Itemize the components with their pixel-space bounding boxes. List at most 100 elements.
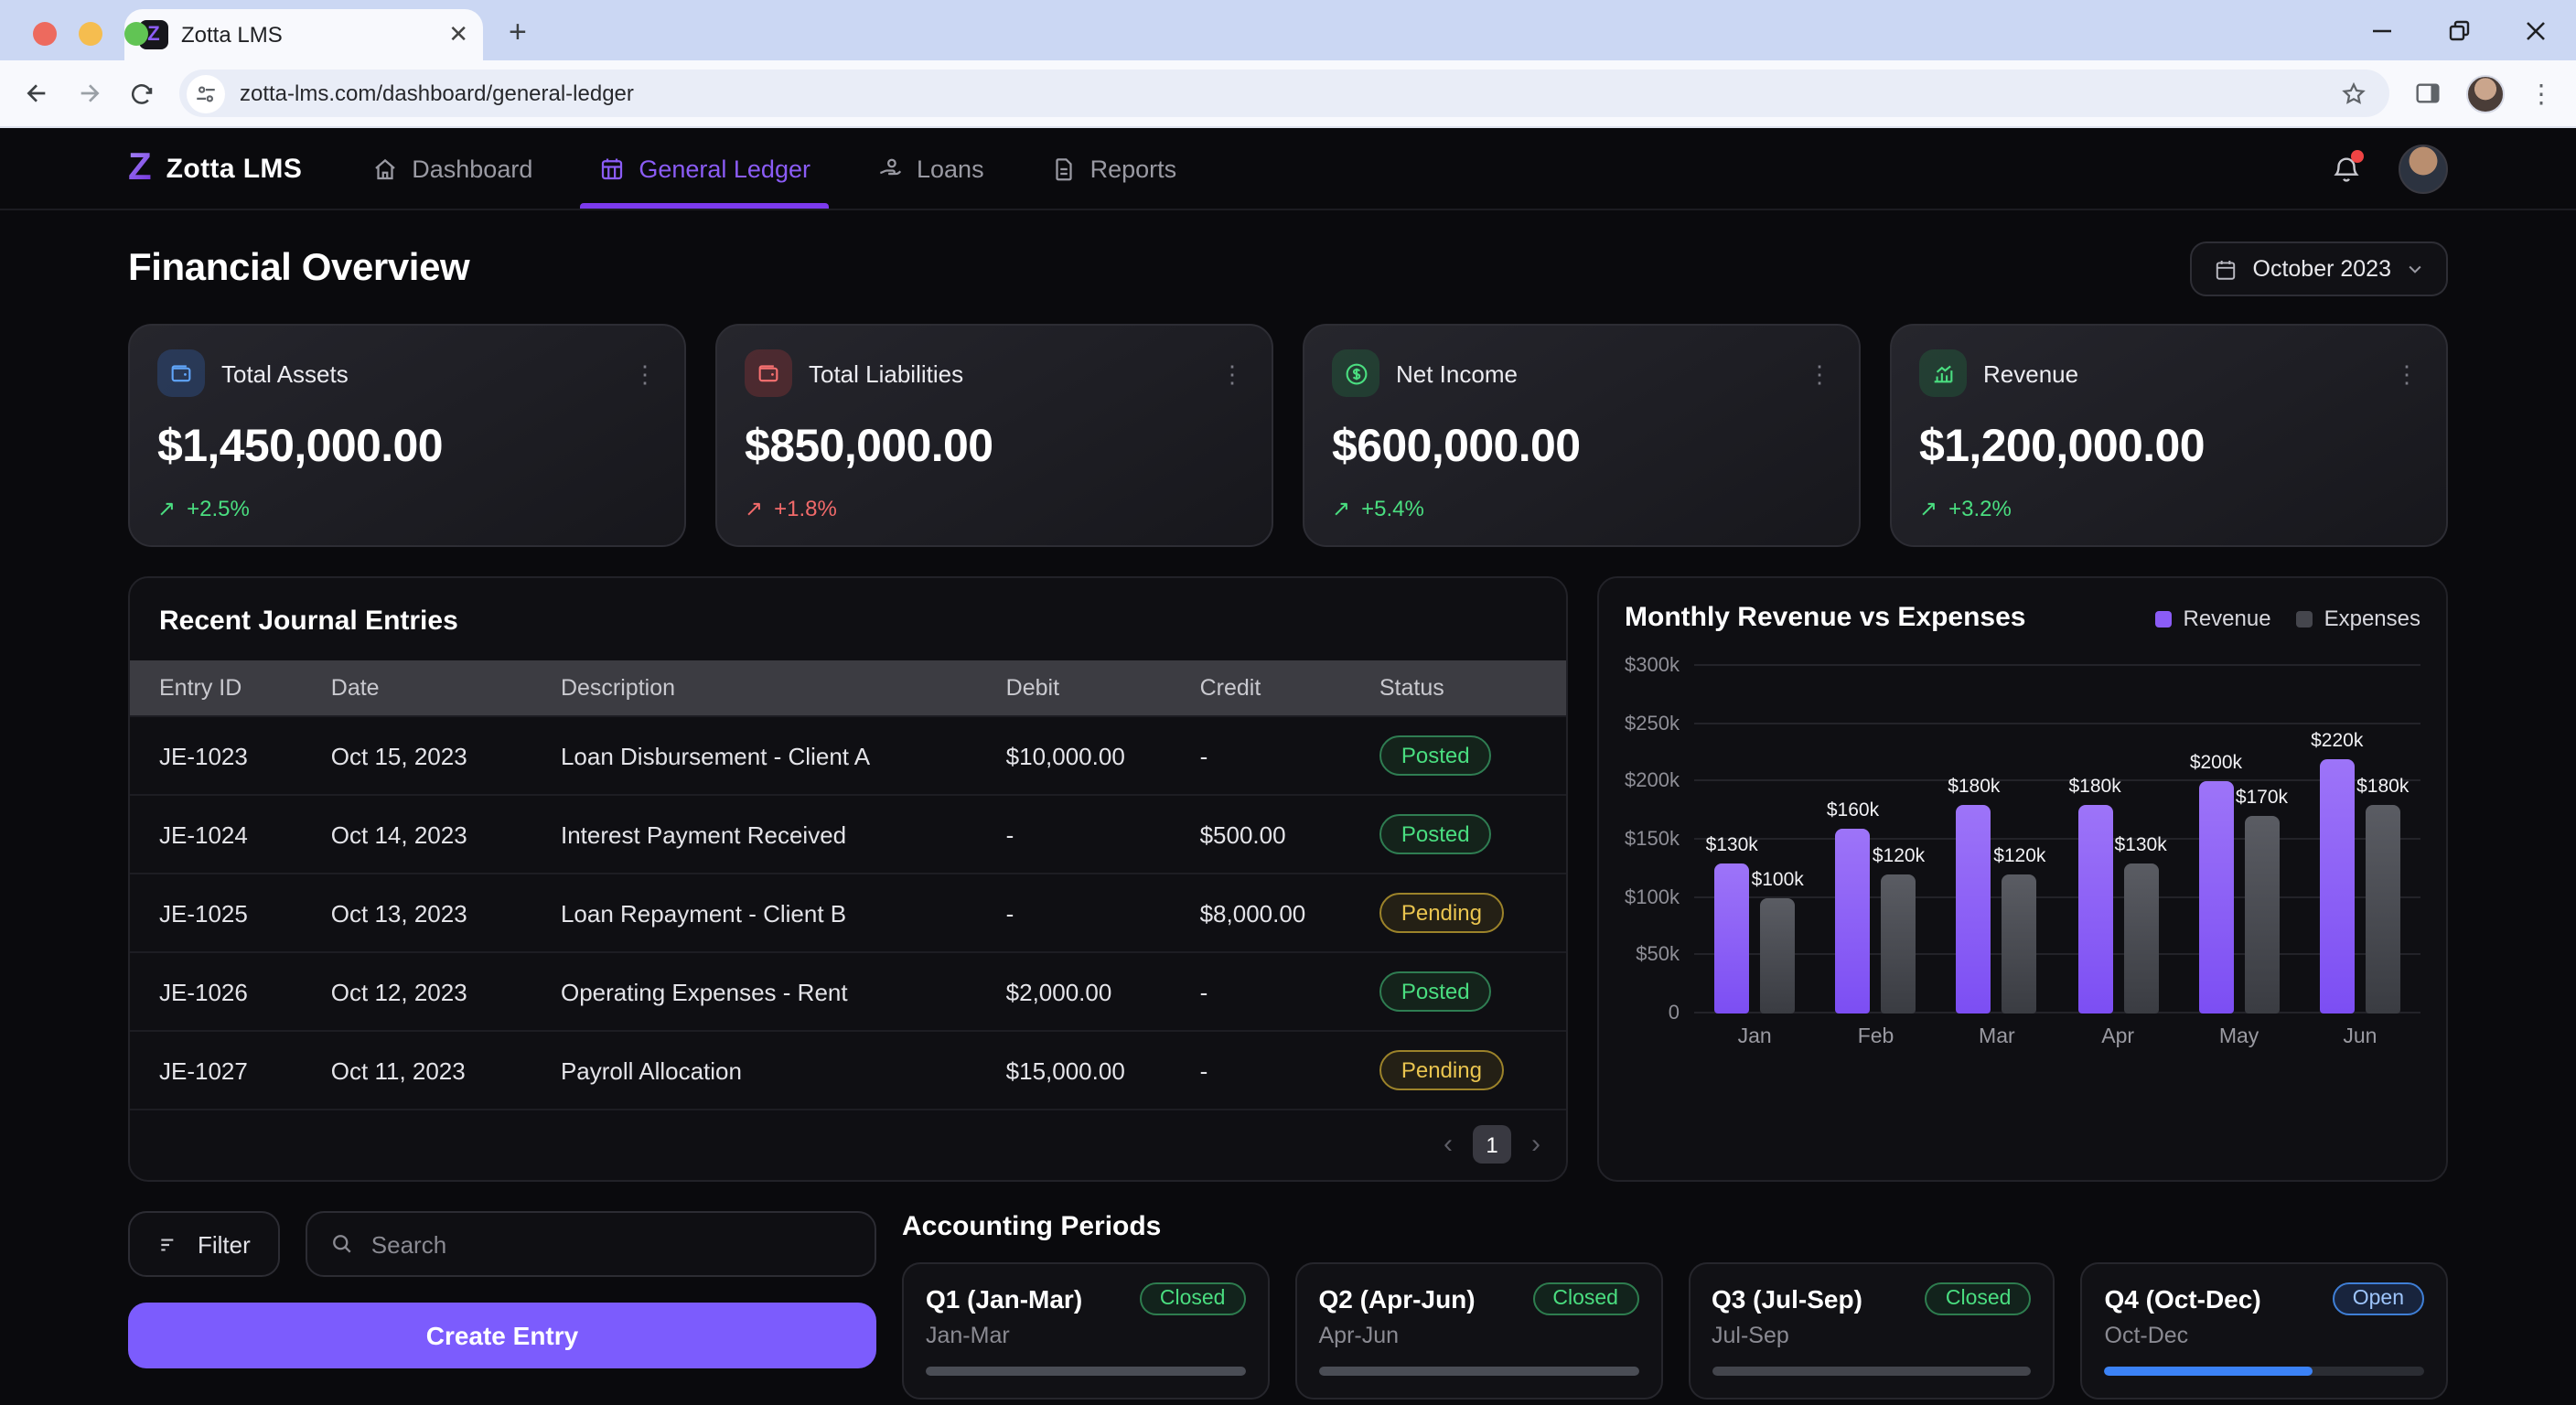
bar-value-label: $180k [2068, 776, 2121, 798]
revenue-bar [2198, 781, 2234, 1014]
bar-value-label: $180k [1948, 776, 2001, 798]
nav-item-reports[interactable]: Reports [1050, 128, 1176, 209]
expenses-swatch-icon [2296, 610, 2313, 627]
table-row[interactable]: JE-1024 Oct 14, 2023 Interest Payment Rec… [130, 794, 1566, 874]
close-traffic-light[interactable] [33, 22, 57, 46]
create-entry-button[interactable]: Create Entry [128, 1303, 876, 1368]
chart-bars: $130k $100k $160k $120k $180k $120k $180k $130k… [1694, 666, 2420, 1014]
ledger-icon [602, 157, 623, 179]
expenses-bar [2244, 816, 2280, 1014]
minimize-icon[interactable] [2371, 19, 2393, 41]
side-panel-icon[interactable] [2413, 79, 2442, 108]
expenses-bar [1760, 897, 1796, 1014]
stat-card-total-liabilities: Total Liabilities ⋮ $850,000.00 ↗ +1.8% [715, 324, 1273, 547]
revenue-bar [1956, 805, 1991, 1014]
prev-page-icon[interactable]: ‹ [1444, 1129, 1453, 1160]
bookmark-star-icon[interactable] [2340, 80, 2367, 107]
bar-group: $160k $120k [1827, 666, 1925, 1014]
bar-value-label: $120k [1993, 845, 2046, 867]
nav-label: Loans [917, 155, 984, 182]
bar-value-label: $180k [2356, 776, 2410, 798]
search-input[interactable] [370, 1213, 853, 1275]
page-number[interactable]: 1 [1473, 1125, 1511, 1164]
reload-icon[interactable] [128, 80, 156, 107]
kebab-menu-icon[interactable]: ⋮ [2395, 359, 2419, 387]
expenses-bar [2123, 863, 2159, 1014]
col-status: Status [1379, 675, 1444, 701]
chart-x-axis: Jan Feb Mar Apr May Jun [1694, 1026, 2420, 1048]
nav-item-general-ledger[interactable]: General Ledger [580, 128, 829, 209]
stat-label: Net Income [1396, 359, 1518, 387]
journal-title: Recent Journal Entries [159, 606, 458, 637]
nav-item-loans[interactable]: Loans [876, 128, 984, 209]
stat-value: $850,000.00 [745, 421, 993, 472]
site-settings-icon[interactable] [187, 74, 225, 113]
period-card-q3: Q3 (Jul-Sep) Closed Jul-Sep [1688, 1262, 2055, 1400]
table-row[interactable]: JE-1023 Oct 15, 2023 Loan Disbursement - … [130, 715, 1566, 795]
browser-titlebar: Z Zotta LMS ✕ + [0, 0, 2576, 60]
browser-toolbar: ⋮ [0, 60, 2576, 128]
period-card-q1: Q1 (Jan-Mar) Closed Jan-Mar [902, 1262, 1270, 1400]
stat-delta: +5.4% [1361, 496, 1424, 521]
revenue-bar [2319, 758, 2355, 1014]
tab-close-icon[interactable]: ✕ [448, 20, 468, 48]
back-icon[interactable] [22, 79, 51, 108]
bar-value-label: $170k [2235, 787, 2289, 810]
table-row[interactable]: JE-1027 Oct 11, 2023 Payroll Allocation $1… [130, 1030, 1566, 1109]
kebab-menu-icon[interactable]: ⋮ [633, 359, 657, 387]
table-row[interactable]: JE-1026 Oct 12, 2023 Operating Expenses -… [130, 951, 1566, 1031]
nav-label: Dashboard [412, 155, 533, 182]
notification-dot [2351, 149, 2364, 162]
tab-title: Zotta LMS [181, 22, 283, 48]
browser-tab[interactable]: Z Zotta LMS ✕ [124, 9, 483, 60]
restore-icon[interactable] [2448, 19, 2470, 41]
new-tab-icon[interactable]: + [509, 15, 527, 49]
pagination: ‹ 1 › [130, 1109, 1566, 1180]
bar-value-label: $130k [2114, 833, 2167, 856]
notification-bell-icon[interactable] [2331, 149, 2364, 184]
table-row[interactable]: JE-1025 Oct 13, 2023 Loan Repayment - Cli… [130, 873, 1566, 952]
col-credit: Credit [1199, 675, 1261, 701]
url-input[interactable] [240, 80, 2325, 106]
nav-item-dashboard[interactable]: Dashboard [371, 128, 532, 209]
table-actions: Filter Create Entry [128, 1211, 876, 1400]
url-bar[interactable] [179, 70, 2389, 117]
wallet-icon [157, 349, 205, 397]
bar-value-label: $200k [2189, 752, 2243, 775]
stat-label: Revenue [1983, 359, 2079, 387]
filter-button[interactable]: Filter [128, 1211, 280, 1277]
dollar-circle-icon [1332, 349, 1379, 397]
chevron-down-icon [2409, 265, 2421, 273]
kebab-menu-icon[interactable]: ⋮ [1808, 359, 1831, 387]
browser-profile-avatar[interactable] [2466, 74, 2505, 113]
kebab-menu-icon[interactable]: ⋮ [1220, 359, 1244, 387]
x-tick-label: May [2218, 1026, 2259, 1048]
bar-group: $220k $180k [2311, 666, 2409, 1014]
user-avatar[interactable] [2399, 144, 2448, 193]
report-icon [1055, 157, 1072, 180]
arrow-up-right-icon: ↗ [157, 496, 177, 521]
next-page-icon[interactable]: › [1531, 1129, 1540, 1160]
period-range: Oct-Dec [2104, 1323, 2189, 1348]
y-tick-label: $250k [1625, 713, 1680, 735]
x-tick-label: Jun [2343, 1026, 2377, 1048]
brand-name: Zotta LMS [166, 153, 303, 184]
col-entry-id: Entry ID [159, 675, 242, 701]
stat-card-total-assets: Total Assets ⋮ $1,450,000.00 ↗ +2.5% [128, 324, 686, 547]
browser-menu-icon[interactable]: ⋮ [2528, 78, 2554, 107]
forward-icon[interactable] [75, 79, 104, 108]
revenue-bar [2077, 805, 2113, 1014]
stat-value: $600,000.00 [1332, 421, 1581, 472]
bar-value-label: $220k [2311, 729, 2364, 752]
stat-delta: +2.5% [187, 496, 250, 521]
close-window-icon[interactable] [2525, 19, 2547, 41]
legend-expenses: Expenses [2296, 606, 2420, 631]
period-selector[interactable]: October 2023 [2190, 241, 2448, 296]
expenses-bar [2002, 874, 2037, 1014]
minimize-traffic-light[interactable] [79, 22, 102, 46]
expenses-bar [2365, 805, 2400, 1014]
zoom-traffic-light[interactable] [124, 22, 148, 46]
app-window: Z Zotta LMS Dashboard General Ledger Loa… [0, 128, 2576, 1405]
period-progress [926, 1367, 1246, 1376]
x-tick-label: Feb [1857, 1026, 1894, 1048]
